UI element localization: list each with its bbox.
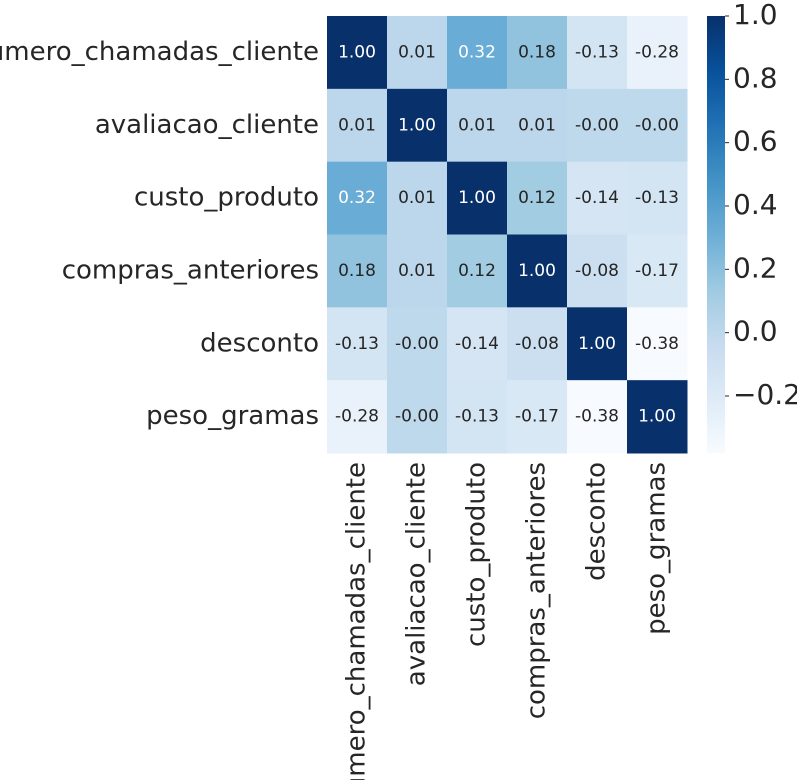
cell-label: 0.01 [398,42,436,62]
colorbar-tick-label: 0.0 [733,315,778,348]
colorbar-tick-label: 0.4 [733,188,778,221]
x-tick-label: custo_produto [462,462,492,647]
heatmap-cell [327,380,388,454]
cell-label: -0.28 [635,42,679,62]
colorbar [707,16,725,453]
heatmap-cell [387,307,448,381]
x-tick-label: peso_gramas [642,462,672,635]
cell-label: -0.13 [455,407,499,427]
y-tick-label: compras_anteriores [62,255,319,285]
cell-label: 1.00 [458,188,496,208]
cell-label: -0.00 [575,115,619,135]
heatmap-cell [507,380,568,454]
cell-label: -0.00 [395,334,439,354]
heatmap-cell [327,234,388,308]
cell-label: 1.00 [578,334,616,354]
cell-label: -0.08 [575,261,619,281]
cell-label: -0.14 [455,334,499,354]
heatmap-cell [567,234,628,308]
y-tick-label: desconto [200,328,319,358]
x-tick-label: numero_chamadas_cliente [342,462,372,780]
heatmap-cell [327,16,388,90]
heatmap-cell [507,307,568,381]
heatmap-cell [387,161,448,235]
heatmap-cell [567,16,628,90]
heatmap-cell [627,16,688,90]
cell-label: 0.01 [518,115,556,135]
cell-label: -0.17 [515,407,559,427]
heatmap-cell [567,380,628,454]
cell-label: 0.12 [518,188,556,208]
heatmap-cell [507,16,568,90]
x-tick-label: desconto [582,462,612,581]
heatmap-cell [567,307,628,381]
x-tick-label: compras_anteriores [522,462,552,719]
cell-label: -0.08 [515,334,559,354]
heatmap-cell [447,88,508,163]
cell-label: 1.00 [518,261,556,281]
y-tick-label: custo_produto [134,183,319,213]
cell-label: 0.01 [398,188,436,208]
colorbar-tick-label: 0.8 [733,61,778,94]
heatmap-cell [447,161,508,235]
heatmap-cell [447,380,508,454]
colorbar-tick-label: 0.2 [733,251,778,284]
cell-label: -0.13 [575,42,619,62]
cell-label: -0.14 [575,188,619,208]
cell-label: -0.13 [335,334,379,354]
heatmap-cell [327,161,388,235]
heatmap-cell [387,88,448,163]
heatmap-cell [327,88,388,163]
cell-label: 0.18 [338,261,376,281]
heatmap-cell [567,88,628,163]
heatmap-cell [627,307,688,381]
colorbar-tick-label: 1.0 [733,0,778,31]
cell-label: -0.38 [635,334,679,354]
cell-label: 0.01 [398,261,436,281]
cell-label: -0.28 [335,407,379,427]
cell-label: -0.00 [635,115,679,135]
heatmap-cell [447,307,508,381]
y-tick-label: peso_gramas [146,401,319,431]
heatmap-cell [447,234,508,308]
heatmap-cell [387,234,448,308]
heatmap-cell [627,161,688,235]
cell-label: 1.00 [638,407,676,427]
cell-label: -0.00 [395,407,439,427]
x-tick-label: avaliacao_cliente [402,462,432,686]
cell-label: 0.32 [458,42,496,62]
heatmap-cell [447,16,508,90]
y-tick-label: numero_chamadas_cliente [0,37,319,67]
cell-label: -0.17 [635,261,679,281]
heatmap-cell [507,234,568,308]
heatmap-cell [507,88,568,163]
cell-label: 1.00 [338,42,376,62]
cell-label: 0.01 [338,115,376,135]
heatmap-cell [627,88,688,163]
cell-label: -0.38 [575,407,619,427]
heatmap-cell [387,380,448,454]
cell-label: 1.00 [398,115,436,135]
cell-label: 0.32 [338,188,376,208]
cell-label: 0.12 [458,261,496,281]
colorbar-tick-label: −0.2 [733,378,797,411]
heatmap-cell [627,234,688,308]
cell-label: -0.13 [635,188,679,208]
heatmap-cell [627,380,688,454]
colorbar-tick-label: 0.6 [733,125,778,158]
heatmap-cell [327,307,388,381]
heatmap-cell [387,16,448,90]
y-tick-label: avaliacao_cliente [95,110,319,140]
cell-label: 0.01 [458,115,496,135]
heatmap-cell [507,161,568,235]
heatmap-cell [567,161,628,235]
cell-label: 0.18 [518,42,556,62]
